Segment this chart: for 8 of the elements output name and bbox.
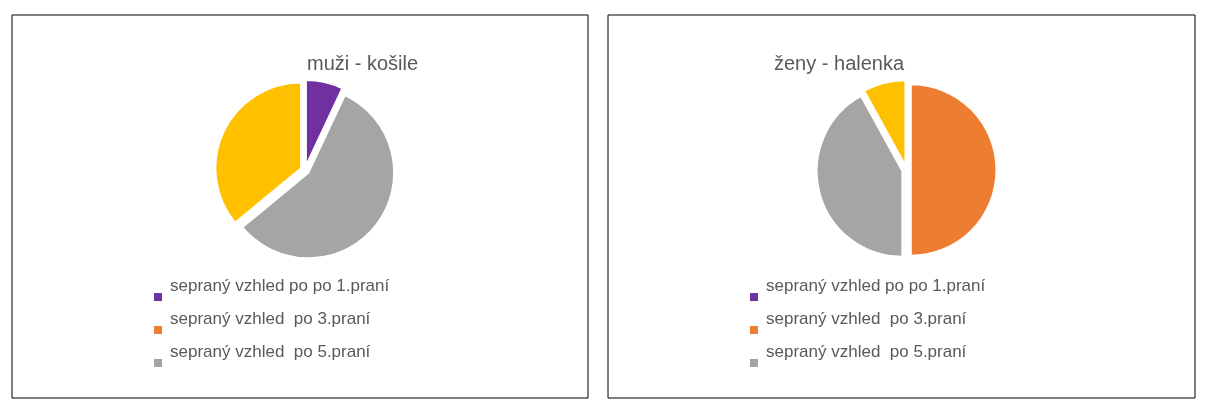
legend-label: sepraný vzhled po 3.praní: [766, 309, 967, 328]
legend-label: sepraný vzhled po po 1.praní: [170, 276, 390, 295]
legend-label: sepraný vzhled po 5.praní: [766, 342, 967, 361]
chart-title: ženy - halenka: [774, 52, 905, 74]
chart-title: muži - košile: [307, 52, 419, 74]
legend-label: sepraný vzhled po po 1.praní: [766, 276, 986, 295]
legend-label: sepraný vzhled po 3.praní: [170, 309, 371, 328]
legend-label: sepraný vzhled po 5.praní: [170, 342, 371, 361]
